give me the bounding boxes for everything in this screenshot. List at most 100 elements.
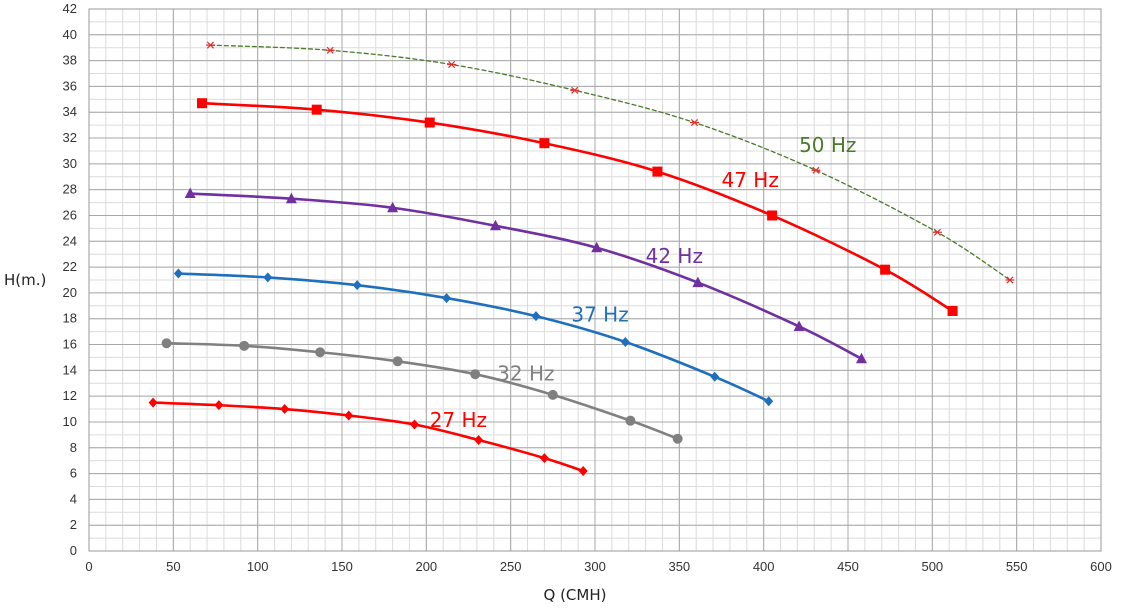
asterisk-stroke: [206, 41, 215, 49]
data-point-asterisk: [1005, 276, 1015, 284]
y-tick-label: 40: [63, 27, 77, 42]
series-line: [200, 101, 954, 313]
y-tick-label: 26: [63, 207, 77, 222]
data-point-triangle: [855, 352, 867, 364]
data-point-circle: [315, 347, 326, 358]
y-tick-label: 36: [63, 78, 77, 93]
data-point-circle: [161, 338, 172, 349]
asterisk-stroke: [571, 86, 579, 94]
x-tick-label: 350: [668, 559, 690, 574]
x-tick-label: 0: [85, 559, 92, 574]
x-tick-label: 550: [1006, 559, 1028, 574]
series-line: [165, 341, 679, 441]
data-point-triangle: [489, 219, 501, 231]
data-point-diamond: [173, 268, 183, 279]
x-tick-label: 50: [166, 559, 180, 574]
y-tick-label: 20: [63, 285, 77, 300]
data-point-circle: [392, 356, 403, 367]
data-point-square: [197, 98, 208, 109]
data-point-diamond: [263, 272, 273, 283]
x-tick-label: 250: [500, 559, 522, 574]
asterisk-stroke: [812, 166, 820, 174]
data-point-diamond: [280, 404, 290, 415]
data-point-circle: [239, 340, 250, 351]
data-point-circle: [672, 433, 683, 444]
y-tick-label: 4: [70, 491, 77, 506]
x-tick-label: 200: [415, 559, 437, 574]
data-point-diamond: [442, 293, 452, 304]
data-point-diamond: [764, 396, 774, 407]
data-point-asterisk: [811, 166, 821, 174]
data-point-triangle: [184, 187, 196, 199]
y-tick-label: 6: [70, 466, 77, 481]
data-point-diamond: [410, 419, 420, 430]
data-point-diamond: [710, 371, 720, 382]
data-point-asterisk: [205, 41, 215, 49]
series-label: 32 Hz: [497, 362, 554, 386]
asterisk-stroke: [1006, 276, 1014, 284]
series-50hz: [205, 41, 1015, 284]
data-point-asterisk: [690, 118, 700, 127]
y-tick-label: 32: [63, 130, 77, 145]
y-tick-label: 16: [63, 337, 77, 352]
asterisk-stroke: [326, 46, 334, 54]
data-point-circle: [625, 415, 636, 426]
x-tick-label: 400: [753, 559, 775, 574]
data-point-circle: [547, 389, 558, 400]
y-tick-label: 0: [70, 543, 77, 558]
series-label: 37 Hz: [571, 302, 628, 326]
series-42hz: [184, 187, 867, 364]
x-axis-title: Q (CMH): [544, 586, 607, 604]
y-axis-title: H(m.): [4, 271, 46, 289]
x-tick-label: 150: [331, 559, 353, 574]
y-tick-label: 30: [63, 156, 77, 171]
series-line: [188, 192, 863, 361]
x-tick-label: 600: [1090, 559, 1112, 574]
x-tick-label: 450: [837, 559, 859, 574]
series-layer: [148, 41, 1015, 476]
data-point-diamond: [578, 465, 588, 476]
data-point-triangle: [692, 276, 704, 288]
y-tick-label: 8: [70, 440, 77, 455]
series-37hz: [173, 268, 774, 407]
data-point-triangle: [285, 192, 297, 204]
series-labels: 50 Hz 47 Hz 42 Hz 37 Hz 32 Hz 27 Hz: [430, 133, 857, 432]
data-point-square: [652, 166, 663, 177]
data-point-asterisk: [325, 46, 335, 54]
y-tick-label: 18: [63, 311, 77, 326]
series-label: 50 Hz: [799, 133, 856, 157]
x-tick-label: 500: [921, 559, 943, 574]
data-point-diamond: [148, 397, 158, 408]
series-line: [177, 272, 771, 403]
series-label: 42 Hz: [646, 244, 703, 268]
data-point-square: [947, 305, 958, 316]
series-line: [209, 44, 1011, 281]
data-point-diamond: [474, 435, 484, 446]
y-tick-label: 2: [70, 517, 77, 532]
data-point-diamond: [620, 336, 630, 347]
y-tick-label: 14: [63, 362, 77, 377]
data-point-triangle: [793, 320, 805, 331]
asterisk-stroke: [690, 118, 699, 127]
data-point-triangle: [591, 241, 603, 253]
y-tick-label: 34: [63, 104, 77, 119]
series-27hz: [148, 397, 588, 476]
y-tick-label: 12: [63, 388, 77, 403]
data-point-diamond: [531, 311, 541, 322]
series-label: 27 Hz: [430, 408, 487, 432]
series-32hz: [161, 338, 683, 444]
asterisk-stroke: [933, 228, 941, 236]
y-tick-label: 42: [63, 1, 77, 16]
y-tick-label: 10: [63, 414, 77, 429]
y-tick-label: 28: [63, 182, 77, 197]
data-point-asterisk: [447, 60, 457, 69]
data-point-diamond: [352, 280, 362, 291]
data-point-triangle: [387, 201, 399, 213]
series-label: 47 Hz: [722, 168, 779, 192]
y-tick-label: 22: [63, 259, 77, 274]
plot-frame: [88, 8, 1102, 552]
data-point-diamond: [344, 410, 354, 421]
series-47hz: [197, 98, 958, 316]
